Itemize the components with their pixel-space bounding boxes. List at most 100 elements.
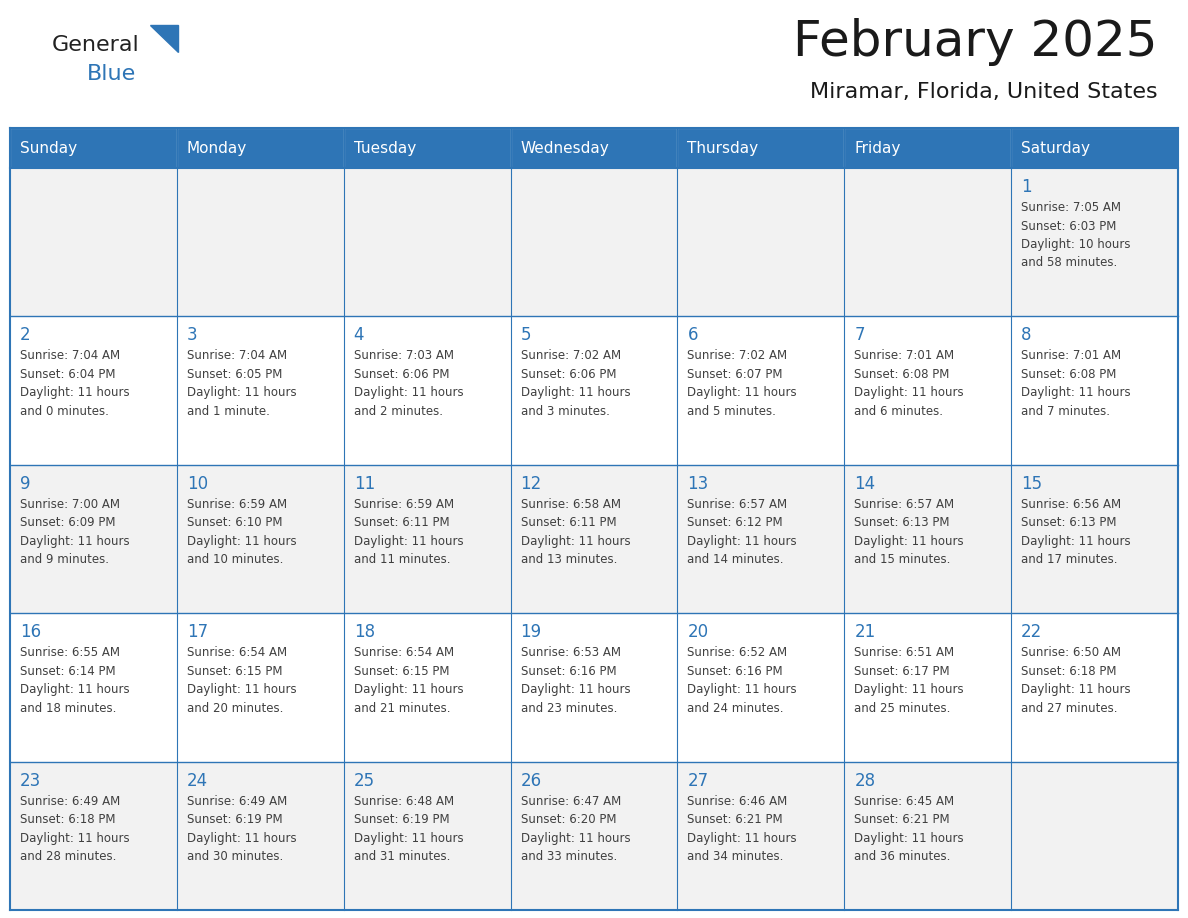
Bar bbox=[10, 613, 177, 762]
Bar bbox=[177, 317, 343, 465]
Text: Sunrise: 7:04 AM: Sunrise: 7:04 AM bbox=[20, 350, 120, 363]
Text: Sunrise: 6:53 AM: Sunrise: 6:53 AM bbox=[520, 646, 620, 659]
Text: 16: 16 bbox=[20, 623, 42, 641]
Text: Daylight: 11 hours: Daylight: 11 hours bbox=[187, 535, 297, 548]
Text: Sunrise: 6:45 AM: Sunrise: 6:45 AM bbox=[854, 795, 954, 808]
Text: 22: 22 bbox=[1022, 623, 1042, 641]
Text: General: General bbox=[52, 35, 140, 55]
Text: Sunrise: 6:50 AM: Sunrise: 6:50 AM bbox=[1022, 646, 1121, 659]
Text: Sunset: 6:19 PM: Sunset: 6:19 PM bbox=[354, 813, 449, 826]
Text: and 25 minutes.: and 25 minutes. bbox=[854, 701, 950, 715]
Bar bbox=[677, 128, 845, 168]
Text: 9: 9 bbox=[20, 475, 31, 493]
Bar bbox=[177, 613, 343, 762]
Bar bbox=[677, 317, 845, 465]
Bar bbox=[511, 762, 677, 910]
Text: Sunset: 6:11 PM: Sunset: 6:11 PM bbox=[354, 516, 449, 530]
Text: Sunset: 6:16 PM: Sunset: 6:16 PM bbox=[688, 665, 783, 677]
Bar bbox=[10, 168, 177, 317]
Text: Sunrise: 6:59 AM: Sunrise: 6:59 AM bbox=[187, 498, 287, 510]
Text: Daylight: 11 hours: Daylight: 11 hours bbox=[354, 683, 463, 696]
Bar bbox=[511, 317, 677, 465]
Text: and 28 minutes.: and 28 minutes. bbox=[20, 850, 116, 863]
Bar bbox=[845, 128, 1011, 168]
Text: Daylight: 11 hours: Daylight: 11 hours bbox=[520, 832, 630, 845]
Text: and 58 minutes.: and 58 minutes. bbox=[1022, 256, 1118, 270]
Text: Sunrise: 6:57 AM: Sunrise: 6:57 AM bbox=[854, 498, 954, 510]
Text: Daylight: 11 hours: Daylight: 11 hours bbox=[854, 683, 963, 696]
Bar bbox=[343, 317, 511, 465]
Text: 26: 26 bbox=[520, 772, 542, 789]
Text: Sunset: 6:07 PM: Sunset: 6:07 PM bbox=[688, 368, 783, 381]
Bar bbox=[1011, 128, 1178, 168]
Text: Daylight: 11 hours: Daylight: 11 hours bbox=[20, 535, 129, 548]
Text: and 24 minutes.: and 24 minutes. bbox=[688, 701, 784, 715]
Text: Sunrise: 7:01 AM: Sunrise: 7:01 AM bbox=[1022, 350, 1121, 363]
Text: Sunset: 6:18 PM: Sunset: 6:18 PM bbox=[1022, 665, 1117, 677]
Text: Daylight: 11 hours: Daylight: 11 hours bbox=[187, 832, 297, 845]
Text: Sunset: 6:21 PM: Sunset: 6:21 PM bbox=[688, 813, 783, 826]
Text: and 18 minutes.: and 18 minutes. bbox=[20, 701, 116, 715]
Text: 25: 25 bbox=[354, 772, 375, 789]
Text: and 0 minutes.: and 0 minutes. bbox=[20, 405, 109, 418]
Text: Sunset: 6:05 PM: Sunset: 6:05 PM bbox=[187, 368, 283, 381]
Text: Sunset: 6:13 PM: Sunset: 6:13 PM bbox=[1022, 516, 1117, 530]
Text: Sunrise: 7:02 AM: Sunrise: 7:02 AM bbox=[688, 350, 788, 363]
Bar bbox=[343, 465, 511, 613]
Bar bbox=[845, 613, 1011, 762]
Text: 4: 4 bbox=[354, 327, 365, 344]
Text: Sunrise: 6:54 AM: Sunrise: 6:54 AM bbox=[354, 646, 454, 659]
Text: Blue: Blue bbox=[87, 64, 137, 84]
Text: and 6 minutes.: and 6 minutes. bbox=[854, 405, 943, 418]
Text: Sunrise: 6:49 AM: Sunrise: 6:49 AM bbox=[20, 795, 120, 808]
Text: Sunset: 6:11 PM: Sunset: 6:11 PM bbox=[520, 516, 617, 530]
Text: 1: 1 bbox=[1022, 178, 1031, 196]
Text: Sunrise: 6:48 AM: Sunrise: 6:48 AM bbox=[354, 795, 454, 808]
Bar bbox=[845, 762, 1011, 910]
Text: and 3 minutes.: and 3 minutes. bbox=[520, 405, 609, 418]
Text: Sunset: 6:18 PM: Sunset: 6:18 PM bbox=[20, 813, 115, 826]
Text: 14: 14 bbox=[854, 475, 876, 493]
Bar bbox=[677, 762, 845, 910]
Bar bbox=[677, 168, 845, 317]
Text: Sunrise: 7:04 AM: Sunrise: 7:04 AM bbox=[187, 350, 287, 363]
Text: Sunrise: 6:52 AM: Sunrise: 6:52 AM bbox=[688, 646, 788, 659]
Text: and 30 minutes.: and 30 minutes. bbox=[187, 850, 283, 863]
Bar bbox=[177, 128, 343, 168]
Text: Sunrise: 6:56 AM: Sunrise: 6:56 AM bbox=[1022, 498, 1121, 510]
Text: Sunrise: 6:54 AM: Sunrise: 6:54 AM bbox=[187, 646, 287, 659]
Text: and 33 minutes.: and 33 minutes. bbox=[520, 850, 617, 863]
Bar bbox=[511, 613, 677, 762]
Bar bbox=[177, 465, 343, 613]
Text: 7: 7 bbox=[854, 327, 865, 344]
Text: and 1 minute.: and 1 minute. bbox=[187, 405, 270, 418]
Text: Sunset: 6:15 PM: Sunset: 6:15 PM bbox=[354, 665, 449, 677]
Text: 15: 15 bbox=[1022, 475, 1042, 493]
Bar bbox=[845, 317, 1011, 465]
Text: Sunset: 6:13 PM: Sunset: 6:13 PM bbox=[854, 516, 949, 530]
Bar bbox=[1011, 613, 1178, 762]
Bar bbox=[677, 613, 845, 762]
Bar bbox=[677, 465, 845, 613]
Text: Daylight: 11 hours: Daylight: 11 hours bbox=[688, 535, 797, 548]
Text: 11: 11 bbox=[354, 475, 375, 493]
Text: 17: 17 bbox=[187, 623, 208, 641]
Text: and 15 minutes.: and 15 minutes. bbox=[854, 554, 950, 566]
Bar bbox=[1011, 168, 1178, 317]
Text: Saturday: Saturday bbox=[1022, 140, 1091, 155]
Text: Sunset: 6:08 PM: Sunset: 6:08 PM bbox=[1022, 368, 1117, 381]
Text: Daylight: 11 hours: Daylight: 11 hours bbox=[354, 535, 463, 548]
Text: Sunrise: 7:01 AM: Sunrise: 7:01 AM bbox=[854, 350, 954, 363]
Text: Sunset: 6:16 PM: Sunset: 6:16 PM bbox=[520, 665, 617, 677]
Text: Sunset: 6:06 PM: Sunset: 6:06 PM bbox=[354, 368, 449, 381]
Text: Daylight: 11 hours: Daylight: 11 hours bbox=[354, 386, 463, 399]
Text: and 34 minutes.: and 34 minutes. bbox=[688, 850, 784, 863]
Text: and 21 minutes.: and 21 minutes. bbox=[354, 701, 450, 715]
Text: 12: 12 bbox=[520, 475, 542, 493]
Text: Daylight: 11 hours: Daylight: 11 hours bbox=[854, 386, 963, 399]
Text: Daylight: 11 hours: Daylight: 11 hours bbox=[1022, 683, 1131, 696]
Text: and 27 minutes.: and 27 minutes. bbox=[1022, 701, 1118, 715]
Bar bbox=[10, 465, 177, 613]
Text: Sunrise: 6:57 AM: Sunrise: 6:57 AM bbox=[688, 498, 788, 510]
Text: Daylight: 11 hours: Daylight: 11 hours bbox=[1022, 386, 1131, 399]
